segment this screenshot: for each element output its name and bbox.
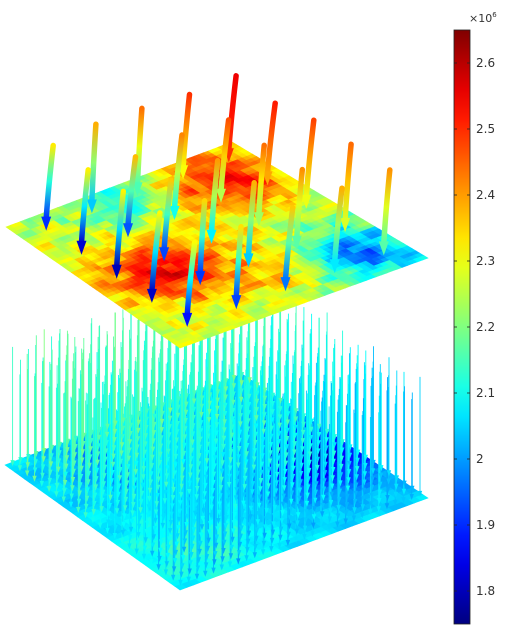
chart-stage: ×106 2.6 2.5 2.4 2.3 2.2 2.1 2 1.9 1.8 bbox=[4, 11, 497, 625]
plot-canvas: ×106 2.62.52.42.32.22.121.91.8 bbox=[4, 11, 497, 625]
